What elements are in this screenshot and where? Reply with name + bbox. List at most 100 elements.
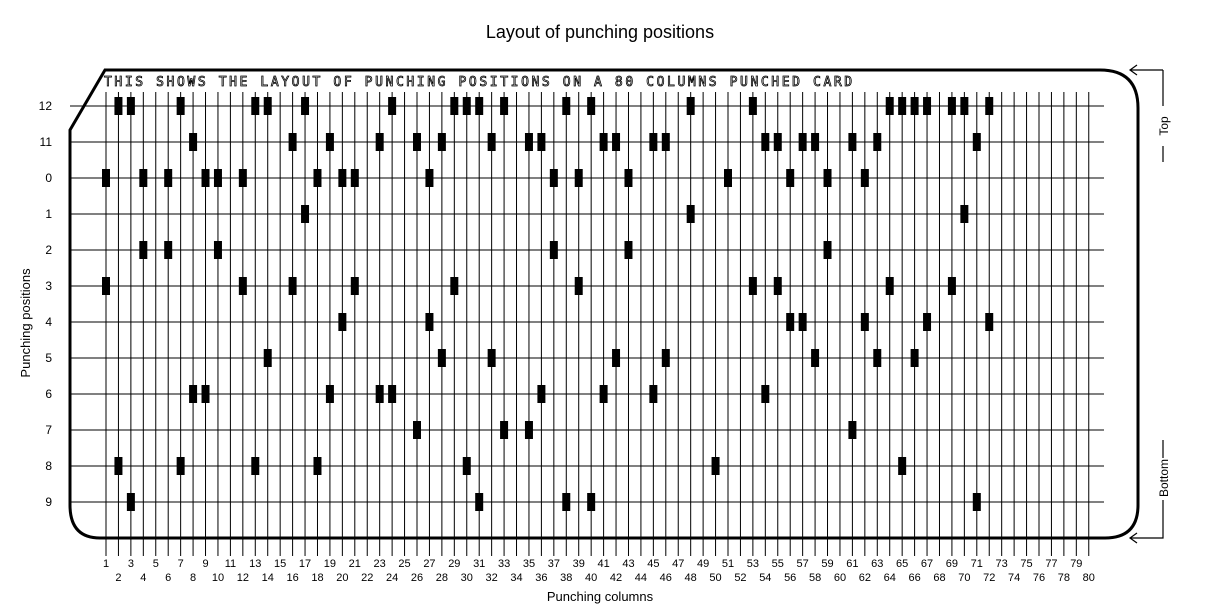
punch-hole <box>413 133 421 151</box>
punch-hole <box>885 277 894 295</box>
column-label: 80 <box>1083 572 1095 584</box>
column-label: 58 <box>809 572 821 584</box>
punch-hole <box>475 493 484 511</box>
column-label: 60 <box>834 572 846 584</box>
row-label: 2 <box>45 243 52 257</box>
punch-hole <box>313 169 322 187</box>
row-label: 12 <box>39 99 53 113</box>
column-label: 71 <box>971 558 983 570</box>
punch-hole <box>102 277 110 295</box>
punch-hole <box>910 97 919 115</box>
punch-hole <box>164 241 173 259</box>
column-label: 53 <box>747 558 759 570</box>
punch-hole <box>201 385 210 403</box>
punch-hole <box>176 97 185 115</box>
column-label: 37 <box>548 558 560 570</box>
punch-hole <box>811 349 820 367</box>
punch-hole <box>612 133 621 151</box>
punch-hole <box>251 457 260 475</box>
punch-hole <box>213 169 222 187</box>
column-label: 74 <box>1008 572 1020 584</box>
punch-hole <box>761 385 770 403</box>
punch-hole <box>985 313 994 331</box>
punch-hole <box>462 457 471 475</box>
punch-hole <box>437 349 446 367</box>
column-label: 77 <box>1045 558 1057 570</box>
column-label: 13 <box>249 558 261 570</box>
column-label: 42 <box>610 572 622 584</box>
row-label: 6 <box>45 387 52 401</box>
column-label: 50 <box>709 572 721 584</box>
punch-hole <box>338 169 347 187</box>
punch-hole <box>487 349 496 367</box>
punch-hole <box>773 277 782 295</box>
column-label: 18 <box>311 572 323 584</box>
column-label: 9 <box>202 558 208 570</box>
punch-hole <box>686 97 695 115</box>
card-grid <box>70 92 1104 556</box>
bottom-arrow-icon <box>1128 440 1164 544</box>
column-label: 48 <box>685 572 697 584</box>
punch-hole <box>388 97 397 115</box>
punch-hole <box>773 133 782 151</box>
punch-hole <box>923 97 932 115</box>
punch-hole <box>811 133 820 151</box>
column-label: 46 <box>660 572 672 584</box>
column-label: 2 <box>115 572 121 584</box>
column-labels: 1234567891011121314151617181920212223242… <box>103 558 1095 584</box>
punch-hole <box>139 169 148 187</box>
punch-hole <box>487 133 496 151</box>
column-label: 63 <box>871 558 883 570</box>
column-label: 55 <box>772 558 784 570</box>
x-axis-label: Punching columns <box>547 589 654 604</box>
punch-hole <box>263 349 272 367</box>
punch-hole <box>823 241 832 259</box>
column-label: 17 <box>299 558 311 570</box>
punch-hole <box>748 277 757 295</box>
y-axis-label: Punching positions <box>18 268 33 378</box>
punch-hole <box>947 97 956 115</box>
row-label: 1 <box>45 207 52 221</box>
column-label: 29 <box>448 558 460 570</box>
punch-hole <box>848 133 857 151</box>
punch-hole <box>923 313 932 331</box>
top-arrow-icon <box>1128 64 1164 106</box>
column-label: 61 <box>846 558 858 570</box>
punch-hole <box>587 97 596 115</box>
column-label: 54 <box>759 572 771 584</box>
column-label: 52 <box>734 572 746 584</box>
punch-hole <box>599 133 608 151</box>
punch-hole <box>562 97 571 115</box>
row-label: 8 <box>45 459 52 473</box>
column-label: 33 <box>498 558 510 570</box>
column-label: 69 <box>946 558 958 570</box>
punch-hole <box>612 349 621 367</box>
column-label: 6 <box>165 572 171 584</box>
column-label: 14 <box>262 572 274 584</box>
punch-hole <box>898 97 907 115</box>
column-label: 12 <box>237 572 249 584</box>
column-label: 36 <box>535 572 547 584</box>
column-label: 49 <box>697 558 709 570</box>
column-label: 25 <box>398 558 410 570</box>
column-label: 10 <box>212 572 224 584</box>
punch-hole <box>524 421 533 439</box>
punch-hole <box>624 169 633 187</box>
punch-hole <box>873 133 882 151</box>
column-label: 59 <box>821 558 833 570</box>
column-label: 31 <box>473 558 485 570</box>
column-label: 44 <box>635 572 647 584</box>
punch-hole <box>301 205 310 223</box>
punch-hole <box>388 385 397 403</box>
punch-hole <box>587 493 596 511</box>
punch-hole <box>972 133 981 151</box>
column-label: 43 <box>622 558 634 570</box>
bottom-label: Bottom <box>1157 459 1171 497</box>
column-label: 35 <box>523 558 535 570</box>
punch-hole <box>350 169 359 187</box>
column-label: 39 <box>573 558 585 570</box>
punch-hole <box>910 349 919 367</box>
row-label: 7 <box>45 423 52 437</box>
punch-hole <box>189 133 198 151</box>
punch-hole <box>823 169 832 187</box>
